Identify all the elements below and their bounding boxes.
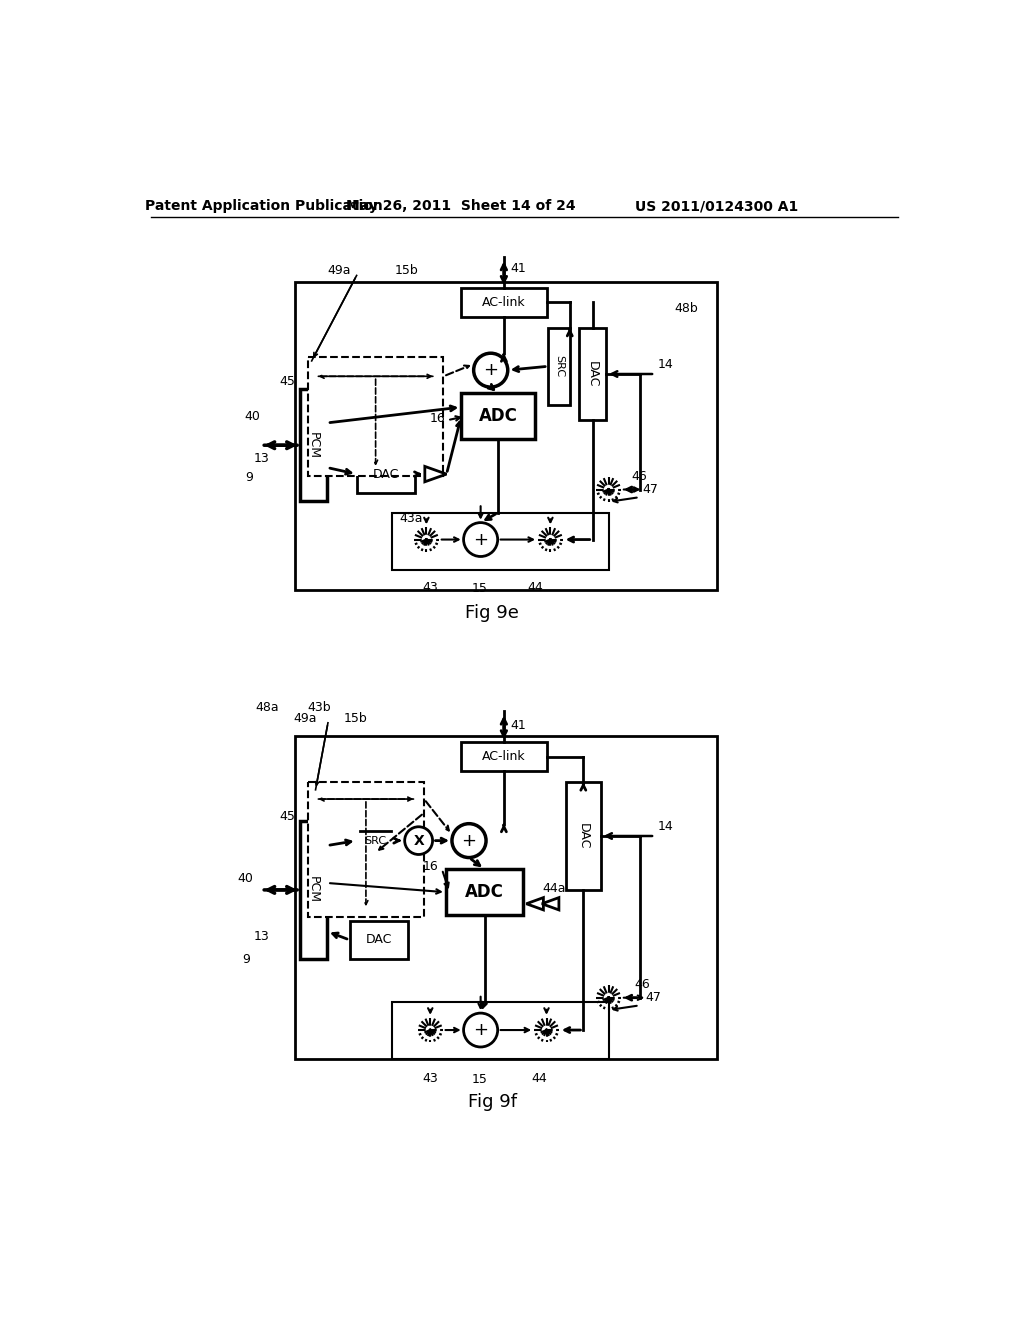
Text: 13: 13: [253, 929, 269, 942]
Text: X: X: [414, 834, 424, 847]
Bar: [391, 512, 608, 570]
Text: 15: 15: [472, 1073, 487, 1086]
Text: 46: 46: [634, 978, 649, 991]
Polygon shape: [542, 898, 559, 909]
Text: US 2011/0124300 A1: US 2011/0124300 A1: [635, 199, 799, 213]
Text: 15b: 15b: [395, 264, 419, 277]
Circle shape: [464, 523, 498, 557]
Text: DAC: DAC: [366, 933, 392, 946]
Polygon shape: [526, 898, 544, 909]
Text: ADC: ADC: [465, 883, 504, 902]
Text: 41: 41: [510, 718, 525, 731]
Text: +: +: [462, 832, 476, 850]
Bar: [356, 829, 394, 853]
Text: 9: 9: [245, 471, 253, 484]
Bar: [579, 327, 606, 420]
Bar: [295, 281, 717, 590]
Bar: [445, 869, 523, 915]
Text: 43a: 43a: [399, 512, 423, 525]
Text: +: +: [473, 1022, 488, 1039]
Bar: [356, 455, 415, 494]
Text: 47: 47: [645, 991, 662, 1005]
Text: Fig 9f: Fig 9f: [468, 1093, 517, 1110]
Text: PCM: PCM: [307, 876, 321, 903]
Text: 45: 45: [279, 375, 295, 388]
Text: 49a: 49a: [327, 264, 350, 277]
Text: 45: 45: [279, 810, 295, 824]
Text: 14: 14: [657, 358, 673, 371]
Bar: [461, 288, 547, 317]
Circle shape: [464, 1014, 498, 1047]
Bar: [349, 921, 408, 960]
Text: 15b: 15b: [343, 711, 367, 725]
Text: May 26, 2011  Sheet 14 of 24: May 26, 2011 Sheet 14 of 24: [346, 199, 577, 213]
Text: +: +: [473, 531, 488, 549]
Bar: [300, 389, 328, 502]
Text: AC-link: AC-link: [482, 296, 525, 309]
Text: 14: 14: [657, 820, 673, 833]
Text: 43b: 43b: [307, 701, 331, 714]
Text: 43: 43: [422, 581, 438, 594]
Text: 16: 16: [430, 412, 445, 425]
Text: PCM: PCM: [307, 432, 321, 459]
Text: 48b: 48b: [674, 302, 698, 315]
Text: ADC: ADC: [478, 408, 517, 425]
Text: 44: 44: [530, 1072, 547, 1085]
Text: Patent Application Publication: Patent Application Publication: [144, 199, 383, 213]
Text: SRC: SRC: [365, 836, 386, 846]
Text: +: +: [483, 362, 499, 379]
Circle shape: [452, 824, 486, 858]
Text: DAC: DAC: [586, 360, 599, 387]
Text: 40: 40: [238, 871, 254, 884]
Text: DAC: DAC: [577, 822, 590, 849]
Bar: [566, 781, 601, 890]
Text: 9: 9: [242, 953, 250, 966]
Circle shape: [404, 826, 432, 854]
Circle shape: [474, 354, 508, 387]
Text: 47: 47: [642, 483, 658, 496]
Polygon shape: [425, 466, 446, 482]
Bar: [548, 327, 569, 405]
Text: SRC: SRC: [554, 355, 564, 378]
Text: 13: 13: [253, 453, 269, 465]
Bar: [461, 742, 547, 771]
Text: 43: 43: [422, 1072, 438, 1085]
Text: DAC: DAC: [373, 467, 399, 480]
Text: 46: 46: [632, 470, 647, 483]
Text: AC-link: AC-link: [482, 750, 525, 763]
Text: 40: 40: [244, 409, 260, 422]
Bar: [308, 781, 424, 917]
Bar: [295, 737, 717, 1059]
Text: 44: 44: [527, 581, 543, 594]
Bar: [300, 821, 328, 960]
Bar: [461, 393, 535, 440]
Bar: [308, 358, 443, 477]
Text: 44a: 44a: [543, 882, 566, 895]
Text: Fig 9e: Fig 9e: [465, 603, 519, 622]
Text: 49a: 49a: [293, 711, 316, 725]
Bar: [391, 1002, 608, 1059]
Text: 15: 15: [472, 582, 487, 594]
Text: 48a: 48a: [256, 701, 280, 714]
Text: 16: 16: [422, 861, 438, 874]
Text: 41: 41: [510, 261, 525, 275]
